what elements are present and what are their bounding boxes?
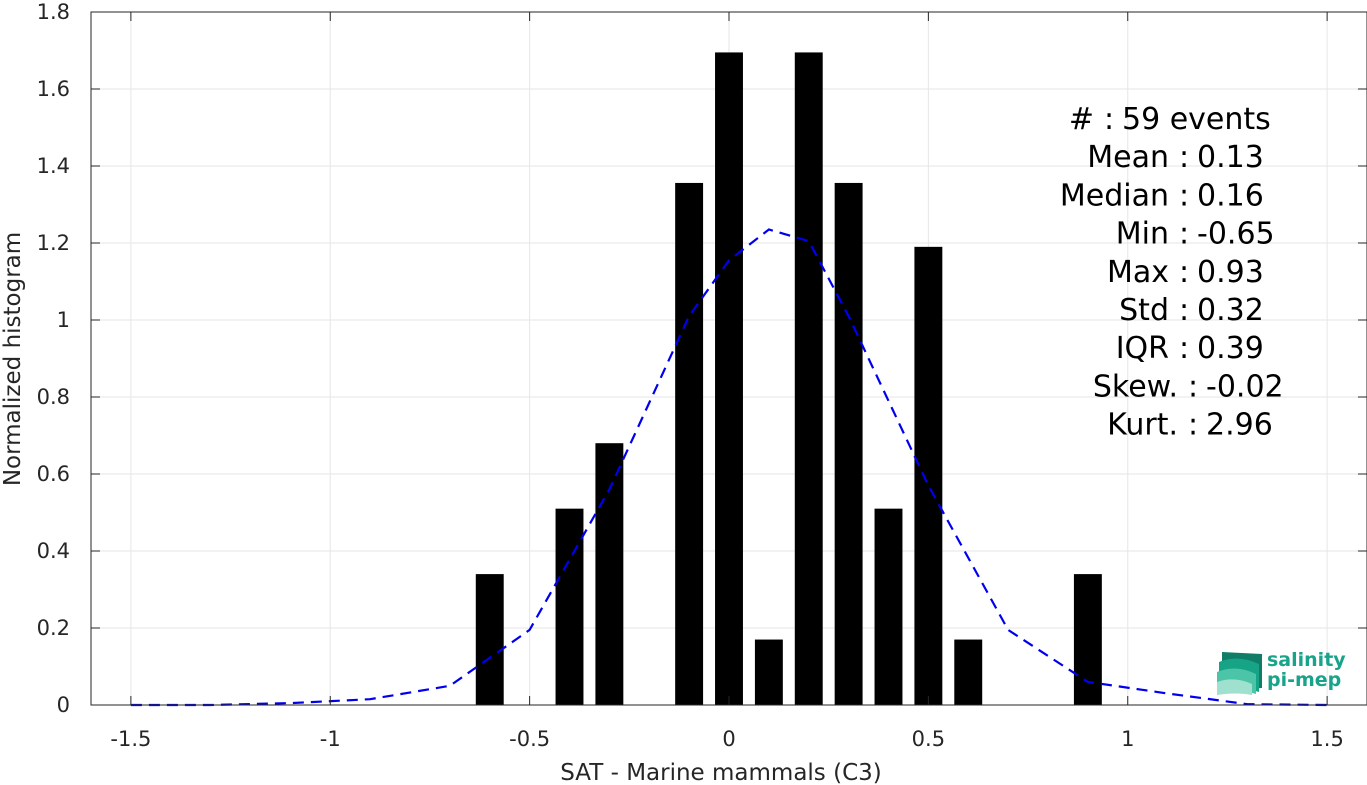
stat-separator: : <box>1179 293 1189 328</box>
stat-separator: : <box>1188 369 1198 404</box>
y-tick-label: 1.2 <box>37 231 70 255</box>
histogram-bar <box>834 182 863 705</box>
x-tick-label: -1.5 <box>110 727 151 751</box>
stat-separator: : <box>1188 408 1198 443</box>
stat-label: Skew. <box>1093 369 1178 404</box>
y-tick-label: 0.6 <box>37 462 70 486</box>
stat-value: 2.96 <box>1206 408 1273 443</box>
stat-label: Mean <box>1087 140 1169 175</box>
y-tick-label: 1.4 <box>37 154 70 178</box>
axis-ticks <box>91 11 1367 706</box>
y-axis-title: Normalized histogram <box>0 232 26 486</box>
logo-line-2: pi-mep <box>1267 669 1341 691</box>
y-tick-label: 1.8 <box>37 0 70 24</box>
x-tick-label: 0.5 <box>912 727 945 751</box>
histogram-bar <box>1073 574 1102 705</box>
stat-value: 0.39 <box>1197 331 1264 366</box>
y-tick-label: 0.8 <box>37 385 70 409</box>
logo-line-1: salinity <box>1267 649 1346 671</box>
histogram-bar <box>675 182 704 705</box>
histogram-bar <box>954 639 983 705</box>
stat-label: Std <box>1119 293 1169 328</box>
x-axis-title: SAT - Marine mammals (C3) <box>560 760 882 785</box>
stat-label: Max <box>1107 255 1169 290</box>
stat-label: # <box>1069 102 1094 137</box>
stat-value: 59 events <box>1122 102 1271 137</box>
stat-value: -0.65 <box>1197 217 1275 252</box>
histogram-bar <box>794 52 823 706</box>
stat-separator: : <box>1179 140 1189 175</box>
histogram-bar <box>595 443 624 705</box>
x-tick-labels: -1.5 -1 -0.5 0 0.5 1 1.5 <box>110 727 1343 751</box>
x-tick-label: -1 <box>320 727 341 751</box>
normal-fit-curve <box>130 228 1328 707</box>
y-tick-label: 1 <box>57 308 70 332</box>
x-tick-label: 1.5 <box>1310 727 1343 751</box>
stat-value: 0.93 <box>1197 255 1264 290</box>
y-tick-label: 1.6 <box>37 77 70 101</box>
y-tick-label: 0.4 <box>37 539 70 563</box>
histogram-bar <box>874 508 903 705</box>
x-tick-label: 1 <box>1121 727 1134 751</box>
histogram-bar <box>475 574 504 705</box>
stat-separator: : <box>1179 255 1189 290</box>
stat-label: Min <box>1116 217 1169 252</box>
salinity-pi-mep-logo: salinity pi-mep <box>1217 649 1346 695</box>
histogram-bar <box>754 639 783 705</box>
stat-separator: : <box>1179 217 1189 252</box>
histogram-bars <box>475 52 1102 706</box>
stat-separator: : <box>1179 331 1189 366</box>
waves-icon <box>1217 652 1262 695</box>
stat-label: IQR <box>1116 331 1169 366</box>
histogram-bar <box>914 246 943 705</box>
x-tick-label: 0 <box>722 727 735 751</box>
y-tick-label: 0 <box>57 693 70 717</box>
y-tick-label: 0.2 <box>37 616 70 640</box>
histogram-bar <box>715 52 743 706</box>
stat-value: -0.02 <box>1206 369 1284 404</box>
stat-value: 0.16 <box>1197 178 1264 213</box>
stat-label: Kurt. <box>1107 408 1178 443</box>
y-tick-labels: 0 0.2 0.4 0.6 0.8 1 1.2 1.4 1.6 1.8 <box>37 0 70 717</box>
stat-value: 0.13 <box>1197 140 1264 175</box>
stat-separator: : <box>1104 102 1114 137</box>
histogram-bar <box>555 508 584 705</box>
stat-label: Median <box>1060 178 1169 213</box>
x-tick-label: -0.5 <box>509 727 550 751</box>
stat-separator: : <box>1179 178 1189 213</box>
stat-value: 0.32 <box>1197 293 1264 328</box>
